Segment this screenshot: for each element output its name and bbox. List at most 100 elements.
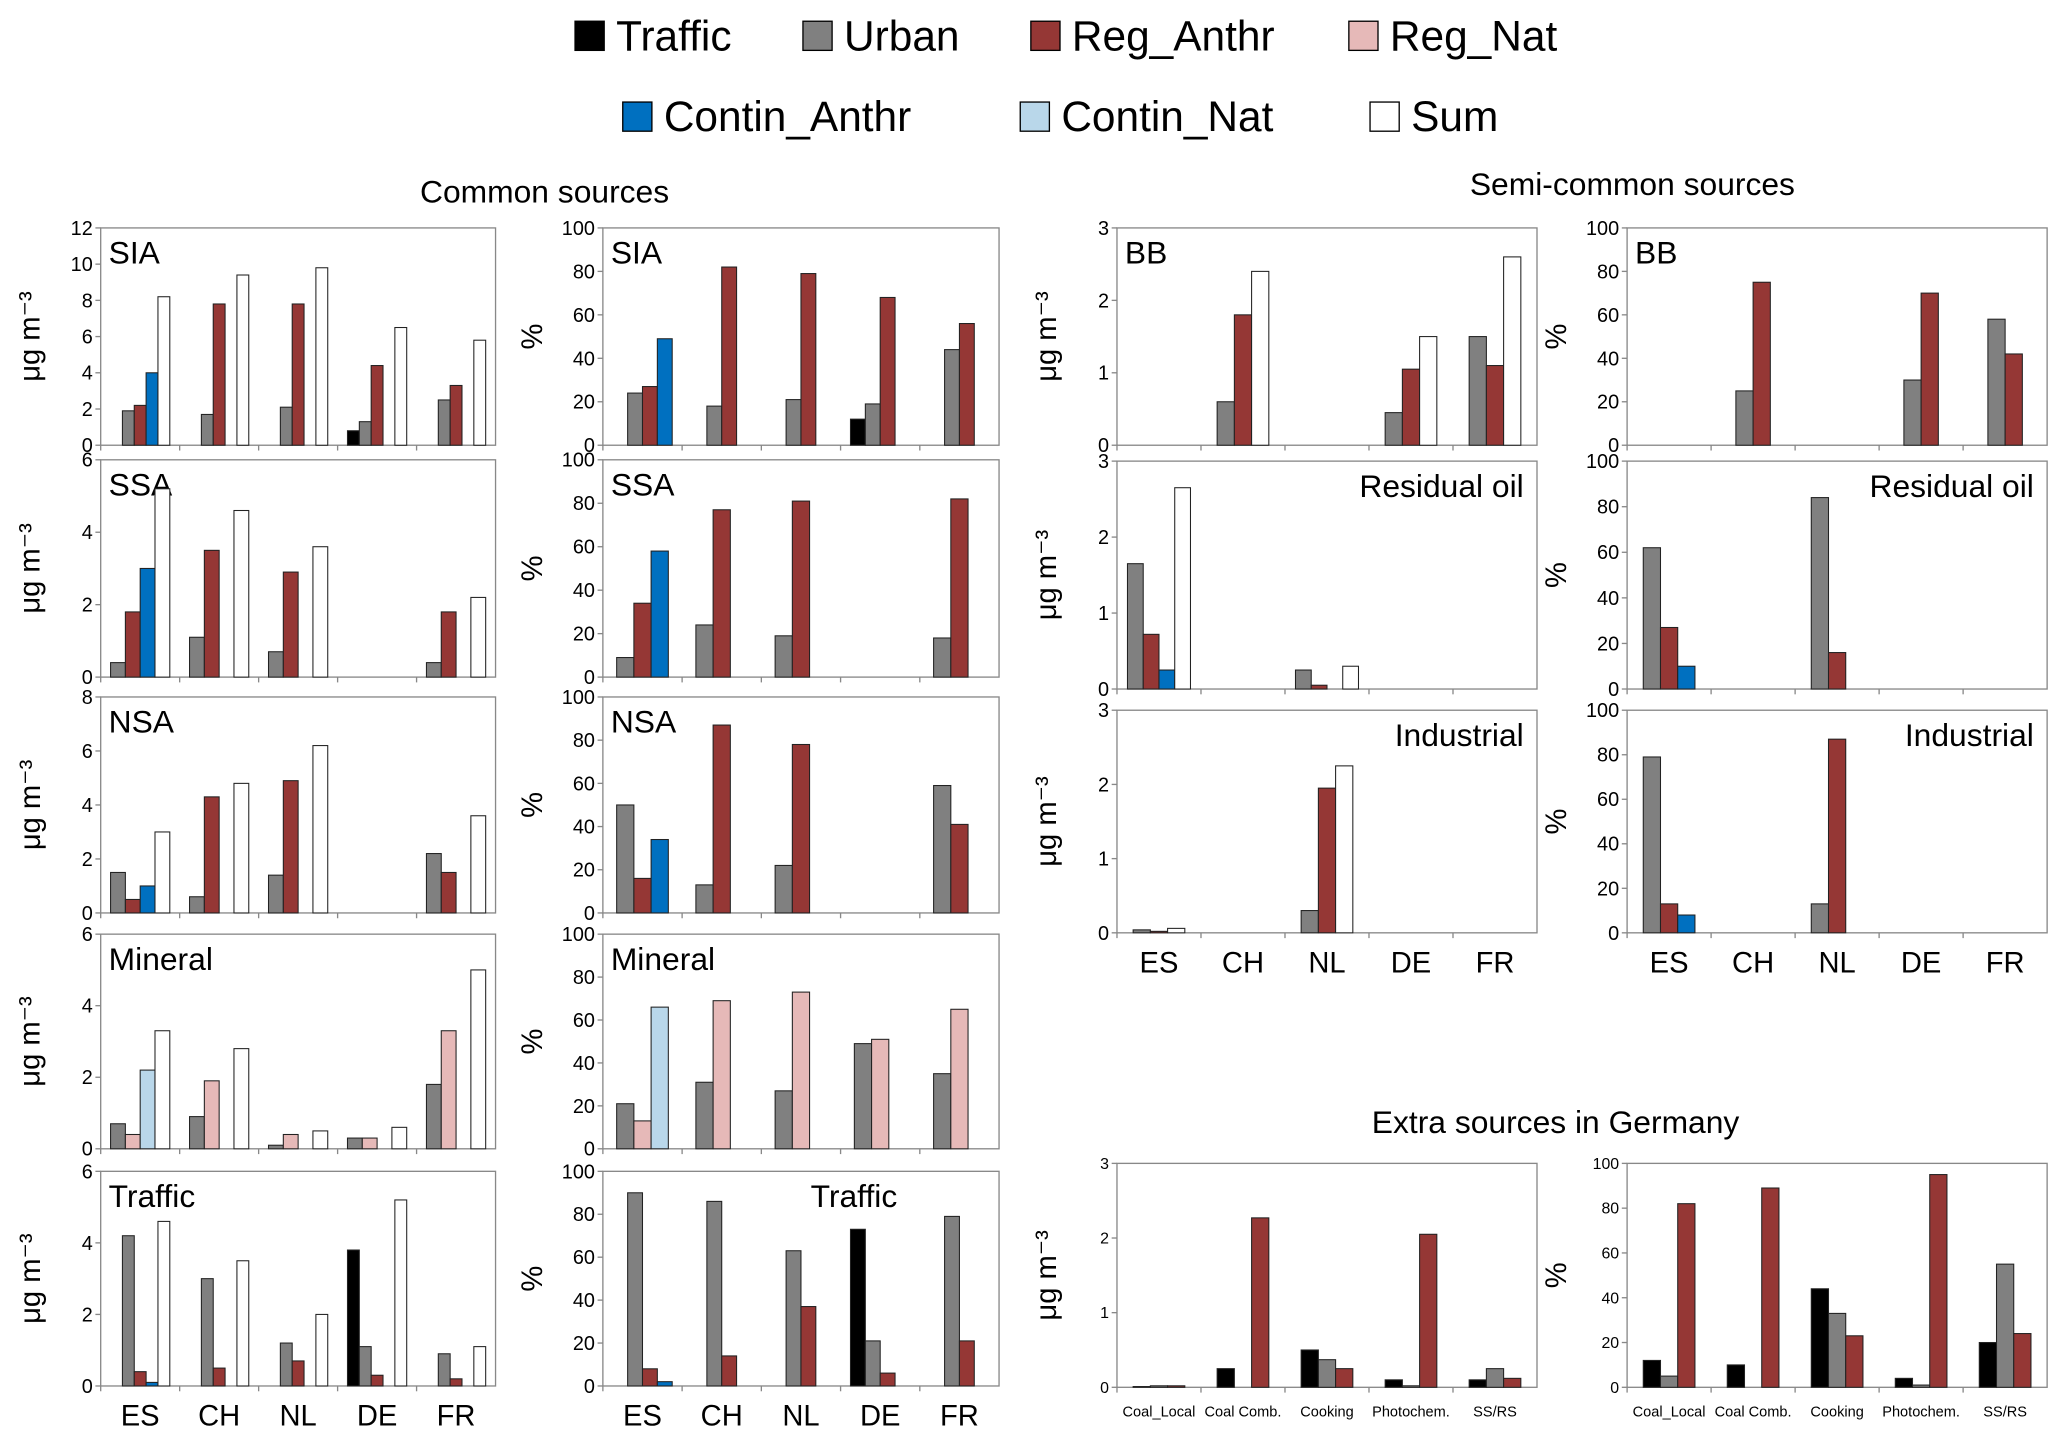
bar <box>1761 1187 1780 1388</box>
y-axis-label: μg m⁻³ <box>15 1233 47 1324</box>
bar <box>425 662 442 678</box>
panel-title: BB <box>1635 235 1677 271</box>
bar <box>200 1278 214 1387</box>
y-tick-label: 60 <box>1597 542 1619 564</box>
bar <box>391 1126 408 1150</box>
y-tick-label: 100 <box>562 1161 595 1183</box>
y-tick-label: 80 <box>1597 497 1619 519</box>
bar <box>627 392 644 446</box>
y-tick-label: 6 <box>82 450 93 472</box>
bar <box>1401 1385 1421 1388</box>
bar <box>1995 1263 2015 1388</box>
section-title: Semi-common sources <box>1470 166 1795 202</box>
bar <box>1827 1312 1847 1388</box>
x-tick-label: NL <box>279 1401 316 1433</box>
bar <box>291 1360 305 1387</box>
panel-title: Residual oil <box>1870 468 2034 504</box>
x-tick-label: NL <box>782 1401 819 1433</box>
y-tick-label: 0 <box>82 1139 93 1161</box>
bar <box>437 399 451 446</box>
bar <box>1978 1341 1998 1388</box>
bar <box>440 871 457 914</box>
y-tick-label: 4 <box>82 996 93 1018</box>
bar <box>627 1192 644 1387</box>
y-tick-label: 60 <box>573 1010 595 1032</box>
bar <box>656 338 673 446</box>
y-tick-label: 8 <box>82 290 93 312</box>
bar <box>124 611 141 678</box>
y-tick-label: 0 <box>1100 1380 1109 1397</box>
bar <box>1419 1233 1438 1388</box>
bar <box>656 1381 673 1387</box>
bar <box>110 662 126 678</box>
x-tick-label: FR <box>1476 948 1515 980</box>
bar <box>449 1378 463 1387</box>
bar <box>785 1250 802 1387</box>
bar <box>1142 633 1160 690</box>
bar <box>864 1340 881 1387</box>
y-tick-label: 8 <box>82 687 93 709</box>
x-tick-label: NL <box>1818 948 1855 980</box>
x-tick-label: DE <box>1391 948 1431 980</box>
y-tick-label: 1 <box>1100 1305 1109 1322</box>
bar <box>346 1249 360 1387</box>
bar <box>236 1260 250 1387</box>
y-tick-label: 2 <box>82 595 93 617</box>
bar <box>145 1381 159 1387</box>
bar <box>849 418 866 446</box>
y-tick-label: 40 <box>1597 588 1619 610</box>
bar <box>212 1367 226 1387</box>
y-tick-label: 40 <box>573 1290 595 1312</box>
y-tick-label: 20 <box>573 1096 595 1118</box>
legend-swatch <box>1019 101 1051 132</box>
y-tick-label: 80 <box>1597 261 1619 283</box>
bar <box>282 1133 299 1150</box>
y-tick-label: 100 <box>1593 1156 1620 1173</box>
y-tick-label: 2 <box>82 1067 93 1089</box>
y-axis-label: μg m⁻³ <box>1031 291 1063 382</box>
panel-title: SIA <box>109 235 161 271</box>
y-tick-label: 6 <box>82 924 93 946</box>
bar <box>470 969 487 1150</box>
y-tick-label: 4 <box>82 795 93 817</box>
bar <box>236 274 250 446</box>
y-axis-label: % <box>517 324 549 350</box>
bar <box>1642 756 1662 934</box>
bar <box>950 823 969 914</box>
x-tick-label: ES <box>1140 948 1179 980</box>
y-tick-label: 0 <box>1610 1380 1619 1397</box>
y-tick-label: 20 <box>573 860 595 882</box>
y-tick-label: 40 <box>1597 834 1619 856</box>
legend-swatch <box>1348 20 1379 52</box>
bar <box>1335 765 1354 934</box>
bar <box>2013 1333 2032 1388</box>
bar <box>315 267 329 446</box>
bar <box>121 410 135 446</box>
bar <box>695 624 714 678</box>
bar <box>1903 379 1922 446</box>
y-tick-label: 0 <box>584 1376 595 1398</box>
panel-title: Mineral <box>611 941 715 977</box>
bar <box>157 296 171 446</box>
bar <box>473 1346 487 1387</box>
x-tick-label: Coal Comb. <box>1715 1404 1792 1420</box>
y-tick-label: 60 <box>573 773 595 795</box>
bar <box>203 1080 220 1150</box>
y-tick-label: 60 <box>573 305 595 327</box>
bar <box>2004 353 2023 446</box>
panel-title: NSA <box>109 704 175 740</box>
y-tick-label: 20 <box>1597 633 1619 655</box>
bar <box>616 804 635 914</box>
y-tick-label: 80 <box>573 730 595 752</box>
panel-title: Traffic <box>109 1178 196 1214</box>
bar <box>121 1235 135 1387</box>
bar <box>774 1090 793 1150</box>
x-tick-label: Coal_Local <box>1123 1404 1196 1420</box>
y-tick-label: 40 <box>573 817 595 839</box>
bar <box>791 743 811 914</box>
y-tick-label: 2 <box>82 399 93 421</box>
bar <box>449 384 463 446</box>
bar <box>849 1228 866 1387</box>
bar <box>864 403 881 446</box>
y-axis-label: % <box>1541 1262 1573 1288</box>
